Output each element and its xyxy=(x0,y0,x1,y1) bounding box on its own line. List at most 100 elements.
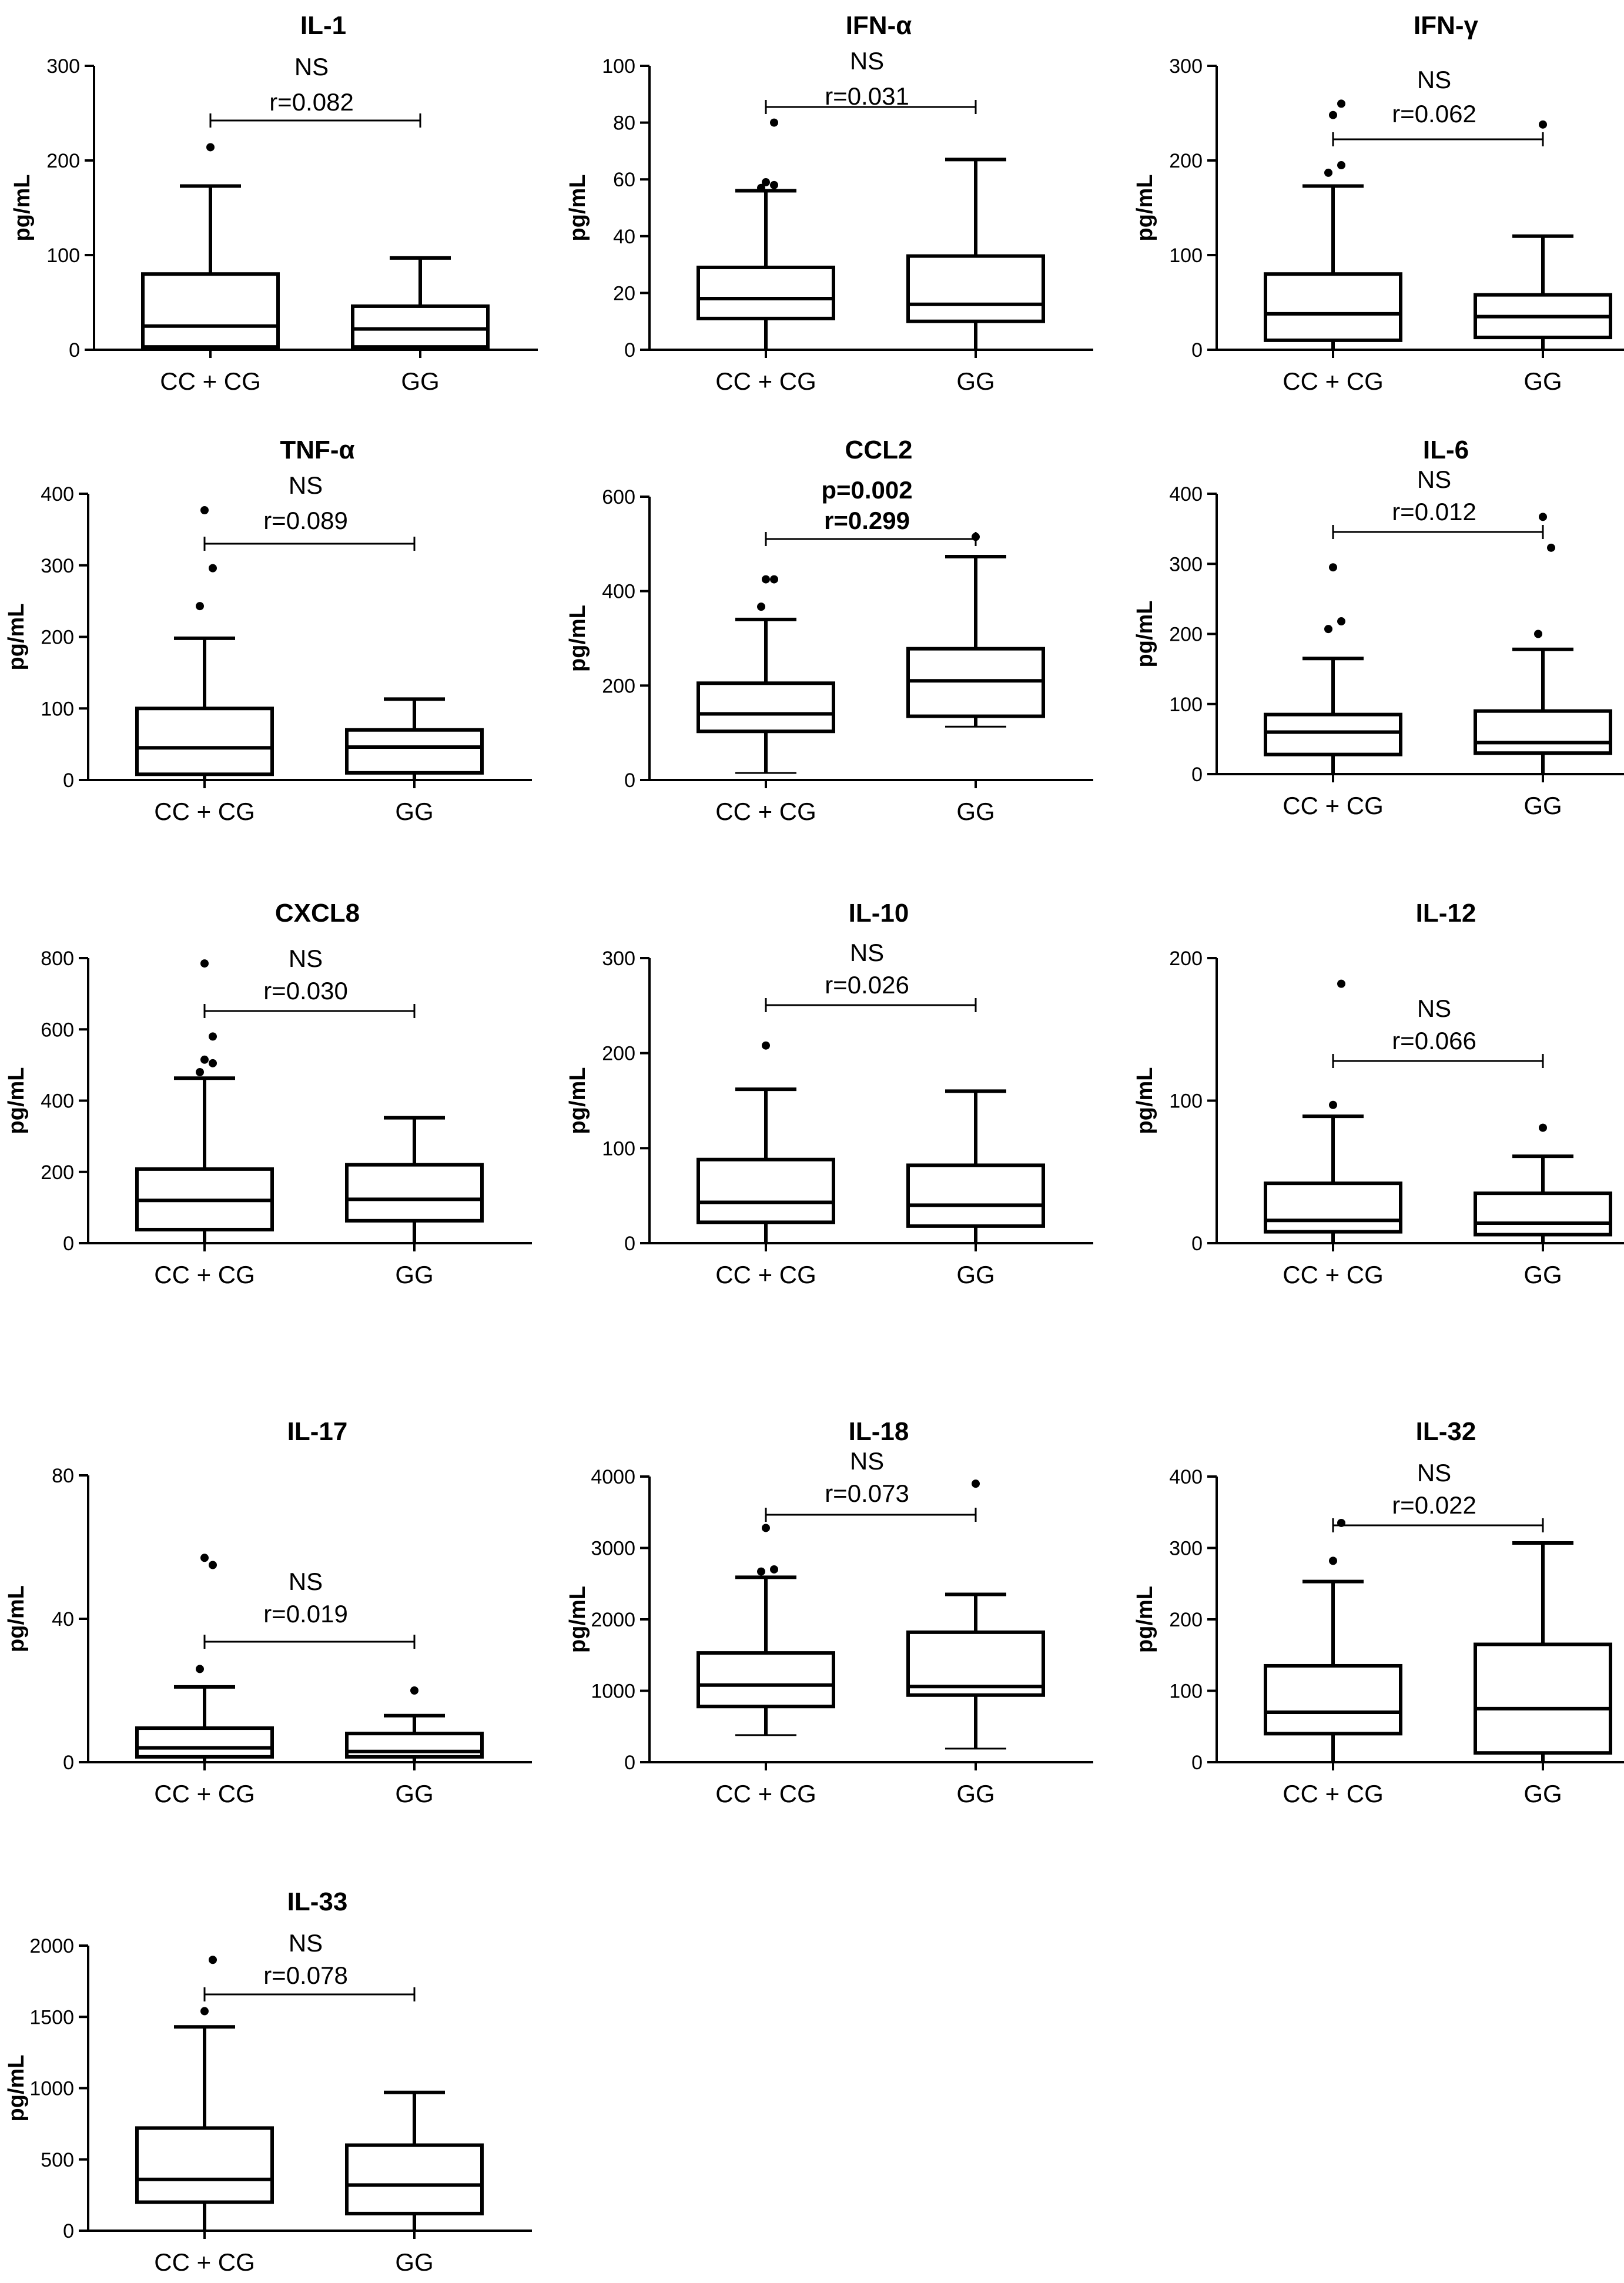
y-tick-label: 1500 xyxy=(29,2006,74,2028)
y-tick-label: 0 xyxy=(1191,1233,1203,1255)
y-tick-label: 4000 xyxy=(591,1466,635,1488)
x-category-label: CC + CG xyxy=(154,798,255,825)
stat-annotation-line: NS xyxy=(850,939,884,966)
stat-annotation-line: NS xyxy=(1417,66,1451,93)
x-category-label: CC + CG xyxy=(715,1780,816,1807)
x-category-label: CC + CG xyxy=(1283,792,1384,819)
chart-title: IL-33 xyxy=(287,1887,348,1916)
chart-panel: IL-32 0 100 200 300 400 pg/mL CC + CG GG NS r=0.02… xyxy=(1133,1417,1624,1807)
y-tick-label: 3000 xyxy=(591,1538,635,1560)
chart-panel: CXCL8 0 200 400 600 800 pg/mL CC + CG GG NS r=0.03… xyxy=(4,899,532,1288)
chart-panel: IL-17 0 40 80 pg/mL CC + CG GG NS r=0.019 xyxy=(4,1417,532,1807)
box-group-cc-cg xyxy=(697,575,835,774)
chart-title: IL-17 xyxy=(287,1417,348,1446)
x-category-label: GG xyxy=(956,367,995,395)
x-category-label: GG xyxy=(401,367,439,395)
stat-annotation-line: p=0.002 xyxy=(821,476,912,504)
box-group-gg xyxy=(906,533,1045,728)
outlier-point xyxy=(762,178,770,187)
stat-annotation-line: NS xyxy=(294,53,329,81)
box-group-cc-cg xyxy=(135,959,274,1244)
y-tick-label: 80 xyxy=(613,112,635,135)
chart-title: CXCL8 xyxy=(275,899,360,928)
box-group-cc-cg xyxy=(141,143,280,351)
x-category-label: GG xyxy=(1523,1780,1562,1807)
x-category-label: GG xyxy=(956,798,995,825)
y-tick-label: 300 xyxy=(602,948,635,970)
chart-panel: IL-18 0 1000 2000 3000 4000 pg/mL CC + CG GG NS r=… xyxy=(565,1417,1093,1807)
outlier-point xyxy=(1547,543,1555,552)
y-tick-label: 200 xyxy=(1169,150,1203,172)
outlier-point xyxy=(196,1068,204,1076)
chart-title: IL-18 xyxy=(849,1417,909,1446)
y-tick-label: 100 xyxy=(1169,1681,1203,1703)
outlier-point xyxy=(770,180,778,189)
y-tick-label: 0 xyxy=(63,769,74,792)
outlier-point xyxy=(1329,1100,1337,1109)
y-tick-label: 40 xyxy=(52,1608,74,1631)
outlier-point xyxy=(770,575,778,584)
outlier-point xyxy=(1534,630,1542,638)
iqr-box xyxy=(906,1630,1045,1697)
stat-annotation-line: r=0.078 xyxy=(263,1961,348,1989)
y-axis-label: pg/mL xyxy=(1133,1067,1157,1134)
y-tick-label: 0 xyxy=(63,1752,74,1774)
box-group-gg xyxy=(906,1089,1045,1244)
outlier-point xyxy=(209,564,217,573)
x-category-label: GG xyxy=(395,1780,433,1807)
stat-annotation-line: NS xyxy=(1417,466,1451,493)
y-axis-label: pg/mL xyxy=(565,175,590,242)
stat-annotation-line: NS xyxy=(850,47,884,75)
box-group-cc-cg xyxy=(1264,99,1402,351)
x-category-label: GG xyxy=(395,1261,433,1288)
box-group-cc-cg xyxy=(135,506,274,781)
y-axis-label: pg/mL xyxy=(4,2055,29,2122)
y-tick-label: 40 xyxy=(613,226,635,248)
y-tick-label: 1000 xyxy=(29,2078,74,2100)
iqr-box xyxy=(141,272,280,349)
outlier-point xyxy=(200,506,209,515)
chart-panel: IL-6 0 100 200 300 400 pg/mL CC + CG GG NS r=0.012 xyxy=(1133,436,1624,819)
iqr-box xyxy=(1474,709,1612,755)
outlier-point xyxy=(757,1567,765,1576)
stat-annotation-line: r=0.031 xyxy=(825,82,909,110)
x-category-label: CC + CG xyxy=(715,798,816,825)
x-category-label: CC + CG xyxy=(154,1780,255,1807)
outlier-point xyxy=(206,143,215,152)
y-axis-label: pg/mL xyxy=(1133,1586,1157,1653)
chart-panel: IFN-α 0 20 40 60 80 100 pg/mL CC + CG GG NS r=0.031 xyxy=(565,11,1093,395)
iqr-box xyxy=(135,2126,274,2204)
y-tick-label: 400 xyxy=(1169,483,1203,506)
y-tick-label: 100 xyxy=(41,698,74,720)
y-tick-label: 600 xyxy=(41,1019,74,1041)
x-category-label: GG xyxy=(395,798,433,825)
y-tick-label: 0 xyxy=(624,1752,635,1774)
iqr-box xyxy=(135,1726,274,1759)
chart-title: IL-32 xyxy=(1416,1417,1476,1446)
iqr-box xyxy=(1264,272,1402,342)
y-tick-label: 2000 xyxy=(591,1609,635,1631)
y-axis-label: pg/mL xyxy=(565,605,590,672)
outlier-point xyxy=(762,1524,770,1532)
y-tick-label: 100 xyxy=(1169,245,1203,267)
outlier-point xyxy=(757,183,765,192)
y-tick-label: 100 xyxy=(1169,1090,1203,1113)
y-tick-label: 300 xyxy=(41,555,74,577)
y-tick-label: 0 xyxy=(624,769,635,792)
chart-panel: IFN-γ 0 100 200 300 pg/mL CC + CG GG NS r=0.062 xyxy=(1133,11,1624,395)
outlier-point xyxy=(200,2007,209,2016)
iqr-box xyxy=(1264,1663,1402,1736)
outlier-point xyxy=(1539,120,1547,129)
stat-annotation-line: NS xyxy=(289,945,323,972)
y-tick-label: 200 xyxy=(602,1043,635,1065)
y-tick-label: 100 xyxy=(602,55,635,78)
stat-annotation-line: r=0.062 xyxy=(1392,100,1476,128)
box-group-gg xyxy=(1474,1541,1612,1763)
outlier-point xyxy=(770,1565,778,1574)
y-tick-label: 0 xyxy=(624,339,635,361)
chart-panel: IL-1 0 100 200 300 pg/mL CC + CG GG NS r=0.082 xyxy=(10,11,538,395)
stat-annotation-line: r=0.089 xyxy=(263,507,348,534)
outlier-point xyxy=(196,1665,204,1673)
chart-panel: TNF-α 0 100 200 300 400 pg/mL CC + CG GG NS r=0.08… xyxy=(4,436,532,825)
y-tick-label: 100 xyxy=(46,245,80,267)
